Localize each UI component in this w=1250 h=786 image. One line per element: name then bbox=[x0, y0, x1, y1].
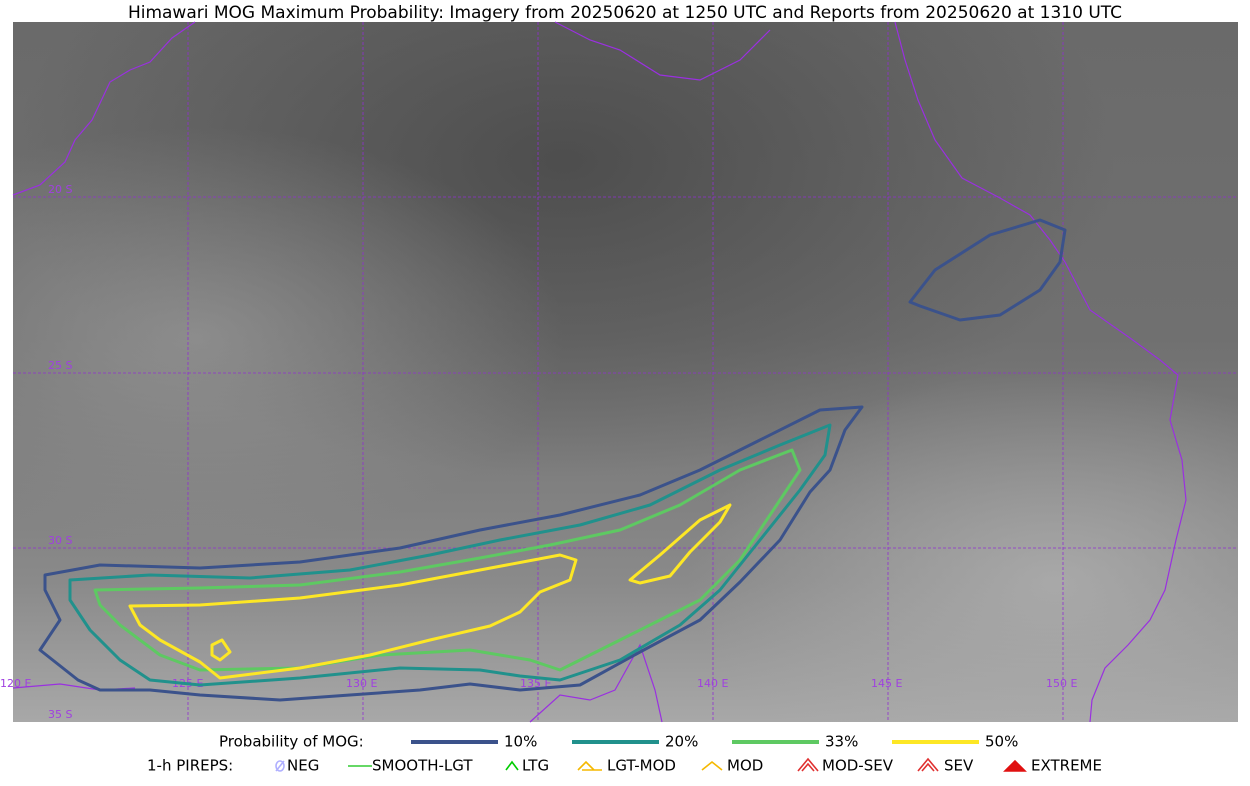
contour-50 bbox=[210, 638, 232, 662]
legend-label: LGT-MOD bbox=[607, 757, 676, 775]
lat-label: 25 S bbox=[48, 359, 72, 372]
lon-label: 150 E bbox=[1046, 677, 1077, 690]
pirep-icon bbox=[797, 757, 819, 772]
legend-label: 10% bbox=[504, 733, 537, 751]
legend-label: NEG bbox=[287, 757, 319, 775]
lon-label: 145 E bbox=[871, 677, 902, 690]
legend-label: MOD bbox=[727, 757, 763, 775]
legend-heading: Probability of MOG: bbox=[219, 733, 364, 751]
legend: Probability of MOG: 10% 20% 33% 50% 1-h PIREP… bbox=[147, 733, 1102, 775]
pirep-icon bbox=[1003, 759, 1027, 772]
legend-label: 50% bbox=[985, 733, 1018, 751]
coastline bbox=[12, 21, 196, 196]
lat-label: 20 S bbox=[48, 183, 72, 196]
lat-label: 35 S bbox=[48, 708, 72, 721]
legend-label: EXTREME bbox=[1031, 757, 1102, 775]
pirep-icon bbox=[577, 760, 602, 771]
contour-10 bbox=[38, 405, 864, 702]
legend-label: MOD-SEV bbox=[822, 757, 894, 775]
coastline bbox=[894, 21, 1187, 723]
lon-label: 140 E bbox=[697, 677, 728, 690]
contour-20 bbox=[68, 423, 832, 687]
pirep-icon bbox=[275, 760, 285, 772]
legend-label: SEV bbox=[944, 757, 974, 775]
lon-label: 130 E bbox=[346, 677, 377, 690]
legend-label: 33% bbox=[825, 733, 858, 751]
lat-label: 30 S bbox=[48, 534, 72, 547]
pirep-icon bbox=[917, 757, 939, 772]
contour-10 bbox=[908, 218, 1067, 322]
legend-label: LTG bbox=[522, 757, 549, 775]
coastline bbox=[554, 21, 771, 81]
title: Himawari MOG Maximum Probability: Imager… bbox=[128, 3, 1122, 23]
pirep-icon bbox=[701, 760, 723, 771]
imagery-light bbox=[13, 22, 1238, 722]
contour-50 bbox=[128, 553, 578, 680]
legend-label: SMOOTH-LGT bbox=[372, 757, 473, 775]
pirep-icon bbox=[505, 760, 519, 771]
contour-33 bbox=[93, 448, 802, 672]
legend-heading: 1-h PIREPS: bbox=[147, 757, 233, 775]
legend-label: 20% bbox=[665, 733, 698, 751]
contour-50 bbox=[628, 503, 732, 585]
coastline bbox=[529, 643, 663, 723]
